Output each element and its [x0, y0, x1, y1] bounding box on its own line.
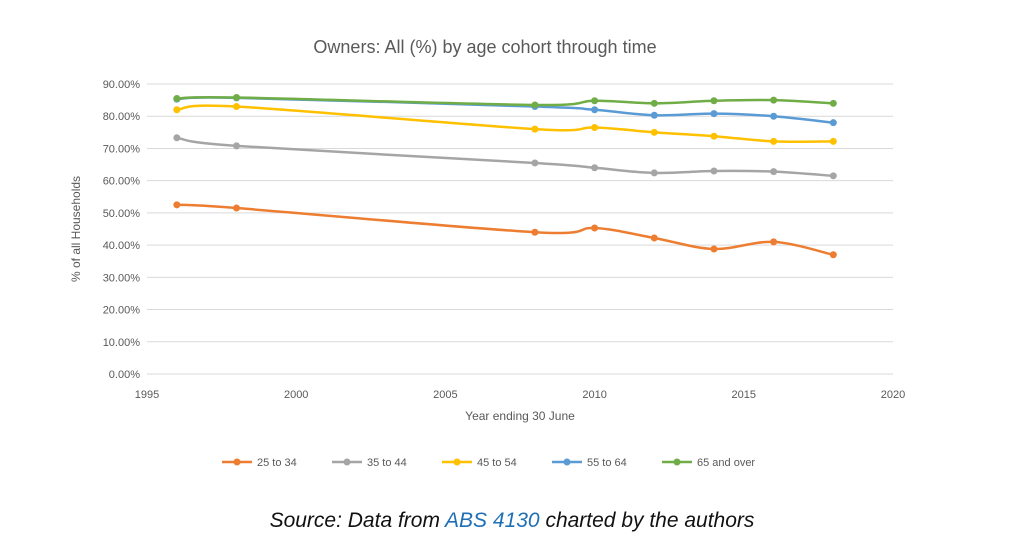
line-chart: Owners: All (%) by age cohort through ti… — [69, 37, 905, 469]
data-point — [591, 106, 599, 114]
data-point — [710, 132, 718, 140]
data-point — [233, 103, 241, 111]
data-point — [531, 125, 539, 133]
legend-marker — [343, 458, 351, 466]
data-point — [233, 142, 241, 150]
data-point — [829, 119, 837, 127]
x-tick-label: 2000 — [284, 389, 308, 401]
data-point — [591, 124, 599, 131]
x-axis-title: Year ending 30 June — [465, 409, 575, 423]
series-line-45-to-54 — [176, 104, 834, 143]
caption-prefix: Source: Data from — [269, 509, 446, 532]
data-point — [531, 228, 539, 236]
data-point — [531, 159, 539, 167]
data-point — [531, 101, 539, 109]
caption-suffix: charted by the authors — [539, 509, 755, 532]
y-tick-label: 60.00% — [103, 176, 141, 188]
data-point — [829, 137, 837, 145]
y-tick-label: 80.00% — [103, 111, 141, 123]
x-tick-label: 2010 — [582, 389, 606, 401]
data-point — [233, 94, 241, 102]
y-tick-label: 30.00% — [103, 272, 141, 284]
series-line-35-to-44 — [176, 136, 834, 178]
legend-marker — [453, 458, 461, 466]
legend-marker — [563, 458, 571, 466]
series-line-25-to-34 — [176, 203, 834, 256]
data-point — [173, 95, 181, 102]
series-line-65-and-over — [176, 95, 834, 107]
legend-label: 35 to 44 — [367, 457, 407, 469]
chart-title: Owners: All (%) by age cohort through ti… — [313, 37, 656, 57]
data-point — [650, 169, 658, 177]
data-point — [591, 224, 599, 232]
data-point — [591, 97, 599, 105]
data-point — [829, 99, 837, 107]
data-point — [770, 112, 778, 120]
data-point — [173, 134, 181, 142]
data-point — [173, 106, 181, 114]
abs-4130-link[interactable]: ABS 4130 — [445, 509, 540, 532]
x-tick-label: 2020 — [881, 389, 905, 401]
legend-label: 45 to 54 — [477, 457, 517, 469]
source-caption: Source: Data from ABS 4130 charted by th… — [0, 509, 1024, 533]
data-point — [770, 137, 778, 145]
data-point — [233, 204, 241, 212]
data-point — [710, 245, 718, 253]
data-point — [770, 238, 778, 246]
data-point — [591, 164, 599, 172]
y-tick-label: 40.00% — [103, 240, 141, 252]
legend-label: 55 to 64 — [587, 457, 627, 469]
x-tick-label: 2005 — [433, 389, 457, 401]
data-point — [829, 172, 837, 180]
legend-label: 65 and over — [697, 457, 755, 469]
y-axis-title: % of all Households — [69, 176, 83, 282]
data-point — [710, 167, 718, 175]
y-tick-label: 0.00% — [109, 369, 140, 381]
legend-label: 25 to 34 — [257, 457, 297, 469]
legend-marker — [233, 458, 241, 466]
y-tick-label: 70.00% — [103, 143, 141, 155]
data-point — [770, 168, 778, 176]
legend-marker — [673, 458, 681, 466]
data-point — [650, 99, 658, 107]
x-tick-label: 2015 — [732, 389, 756, 401]
y-tick-label: 90.00% — [103, 79, 141, 91]
data-point — [710, 97, 718, 105]
data-point — [829, 251, 837, 259]
y-tick-label: 50.00% — [103, 208, 141, 220]
data-point — [173, 201, 181, 209]
y-tick-label: 10.00% — [103, 337, 141, 349]
data-point — [650, 111, 658, 119]
data-point — [650, 128, 658, 136]
data-point — [770, 96, 778, 104]
data-point — [710, 110, 718, 118]
y-tick-label: 20.00% — [103, 305, 141, 317]
data-point — [650, 234, 658, 242]
x-tick-label: 1995 — [135, 389, 159, 401]
